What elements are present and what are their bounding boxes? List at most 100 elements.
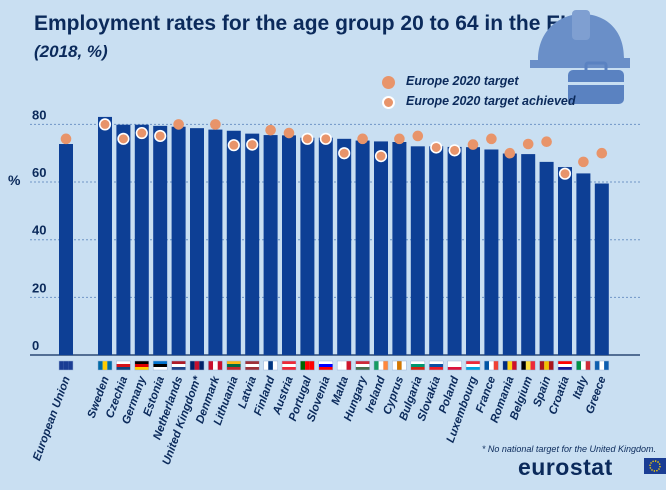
target-achieved-marker bbox=[338, 147, 351, 160]
target-achieved-marker bbox=[374, 150, 388, 163]
target-achieved-marker bbox=[301, 132, 314, 145]
flag-icon bbox=[520, 360, 536, 371]
logo-text: eurostat bbox=[518, 454, 613, 480]
flag-icon bbox=[97, 360, 113, 371]
flag-icon bbox=[300, 360, 315, 371]
target-marker bbox=[522, 138, 534, 150]
bar bbox=[392, 141, 407, 355]
bar bbox=[59, 144, 73, 355]
flag-icon bbox=[465, 360, 481, 371]
y-tick-label: 20 bbox=[32, 280, 46, 295]
bar bbox=[318, 137, 333, 355]
bar bbox=[355, 140, 370, 355]
bar bbox=[594, 183, 609, 355]
flag-icon bbox=[557, 360, 573, 371]
target-marker bbox=[504, 147, 516, 159]
bar bbox=[300, 137, 315, 355]
bar bbox=[282, 135, 296, 355]
bar bbox=[171, 126, 186, 355]
chart-subtitle: (2018, %) bbox=[34, 42, 108, 61]
target-achieved-marker bbox=[448, 144, 461, 157]
eu-flag-icon bbox=[644, 458, 666, 474]
category-label: Italy bbox=[571, 374, 590, 400]
y-tick-label: 40 bbox=[32, 223, 46, 238]
flag-icon bbox=[171, 360, 186, 371]
flag-icon bbox=[576, 360, 591, 371]
flag-icon bbox=[428, 360, 444, 371]
flag-icon bbox=[134, 360, 150, 371]
target-marker bbox=[265, 124, 276, 136]
bar bbox=[484, 149, 499, 355]
target-achieved-marker bbox=[117, 132, 130, 145]
flag-icon bbox=[189, 360, 205, 371]
category-label: European Union bbox=[31, 375, 73, 463]
target-achieved-marker bbox=[227, 139, 240, 152]
bar bbox=[447, 146, 462, 355]
bar bbox=[558, 167, 572, 355]
flag-icon bbox=[484, 360, 499, 371]
target-marker bbox=[173, 119, 184, 130]
bar bbox=[263, 135, 278, 355]
briefcase-icon bbox=[568, 61, 624, 104]
target-marker bbox=[394, 133, 405, 145]
target-marker bbox=[283, 127, 295, 139]
chart-title: Employment rates for the age group 20 to… bbox=[34, 12, 576, 35]
flag-icon bbox=[594, 360, 610, 371]
bar bbox=[116, 124, 131, 355]
target-marker bbox=[578, 156, 589, 168]
legend-marker-achieved bbox=[382, 96, 395, 109]
flag-icon bbox=[244, 360, 260, 371]
flag-icon bbox=[58, 360, 74, 371]
target-marker bbox=[541, 136, 552, 148]
target-achieved-marker bbox=[154, 129, 167, 143]
flag-icon bbox=[281, 360, 297, 371]
target-achieved-marker bbox=[558, 167, 572, 180]
target-achieved-marker bbox=[98, 118, 112, 131]
bar bbox=[98, 116, 112, 355]
flag-icon bbox=[116, 360, 131, 371]
target-marker bbox=[467, 139, 479, 150]
bar bbox=[134, 124, 149, 355]
flag-icon bbox=[373, 360, 389, 371]
bar bbox=[190, 128, 204, 355]
bar bbox=[208, 129, 223, 355]
flag-icon bbox=[447, 360, 462, 371]
target-achieved-marker bbox=[430, 141, 443, 154]
flag-icon bbox=[336, 360, 352, 371]
hard-hat-icon bbox=[530, 10, 630, 68]
target-marker bbox=[412, 130, 424, 142]
flag-icon bbox=[392, 360, 407, 371]
flag-icon bbox=[152, 360, 168, 371]
bar bbox=[429, 146, 444, 355]
bar bbox=[153, 125, 168, 356]
target-achieved-marker bbox=[246, 138, 259, 151]
target-marker bbox=[486, 133, 497, 145]
flag-icon bbox=[539, 360, 554, 371]
target-marker bbox=[210, 119, 221, 130]
y-tick-label: 60 bbox=[32, 165, 46, 180]
flag-icon bbox=[410, 360, 426, 371]
target-achieved-marker bbox=[319, 132, 332, 145]
y-axis-label: % bbox=[8, 172, 21, 188]
target-marker bbox=[60, 133, 72, 145]
flag-icon bbox=[208, 360, 223, 371]
bar bbox=[539, 161, 554, 355]
bar bbox=[245, 133, 260, 355]
flag-icon bbox=[502, 360, 518, 371]
bar bbox=[576, 173, 591, 355]
bar bbox=[502, 153, 517, 355]
legend-label-achieved: Europe 2020 target achieved bbox=[406, 94, 576, 108]
bar bbox=[226, 130, 241, 355]
header-icons bbox=[520, 8, 650, 113]
legend-label-target: Europe 2020 target bbox=[406, 74, 519, 88]
target-achieved-marker bbox=[135, 126, 148, 140]
flag-icon bbox=[355, 360, 370, 371]
bar bbox=[521, 154, 536, 355]
flag-icon bbox=[263, 360, 278, 371]
flag-icon bbox=[226, 360, 242, 371]
legend-marker-target bbox=[382, 76, 395, 89]
bar bbox=[410, 146, 425, 355]
bar bbox=[337, 138, 352, 355]
bar bbox=[374, 141, 388, 355]
